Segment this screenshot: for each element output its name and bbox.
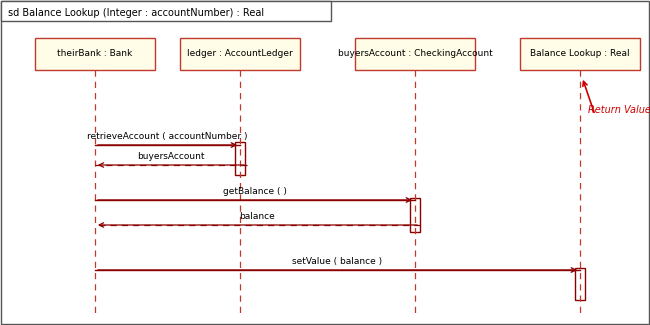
Bar bbox=[410, 198, 420, 232]
Bar bbox=[575, 268, 585, 300]
Text: retrieveAccount ( accountNumber ): retrieveAccount ( accountNumber ) bbox=[87, 132, 248, 141]
Bar bbox=[1, 1, 331, 21]
Bar bbox=[235, 142, 245, 175]
Text: buyersAccount: buyersAccount bbox=[137, 152, 205, 161]
Text: Balance Lookup : Real: Balance Lookup : Real bbox=[530, 49, 630, 58]
Text: buyersAccount : CheckingAccount: buyersAccount : CheckingAccount bbox=[337, 49, 493, 58]
Text: ledger : AccountLedger: ledger : AccountLedger bbox=[187, 49, 293, 58]
Text: setValue ( balance ): setValue ( balance ) bbox=[292, 257, 383, 266]
Bar bbox=[355, 38, 475, 70]
Text: theirBank : Bank: theirBank : Bank bbox=[57, 49, 133, 58]
Bar bbox=[520, 38, 640, 70]
Text: Return Value: Return Value bbox=[588, 105, 650, 115]
Text: getBalance ( ): getBalance ( ) bbox=[223, 187, 287, 196]
Bar bbox=[180, 38, 300, 70]
Text: balance: balance bbox=[240, 212, 276, 221]
Bar bbox=[35, 38, 155, 70]
Text: sd Balance Lookup (Integer : accountNumber) : Real: sd Balance Lookup (Integer : accountNumb… bbox=[8, 8, 264, 18]
